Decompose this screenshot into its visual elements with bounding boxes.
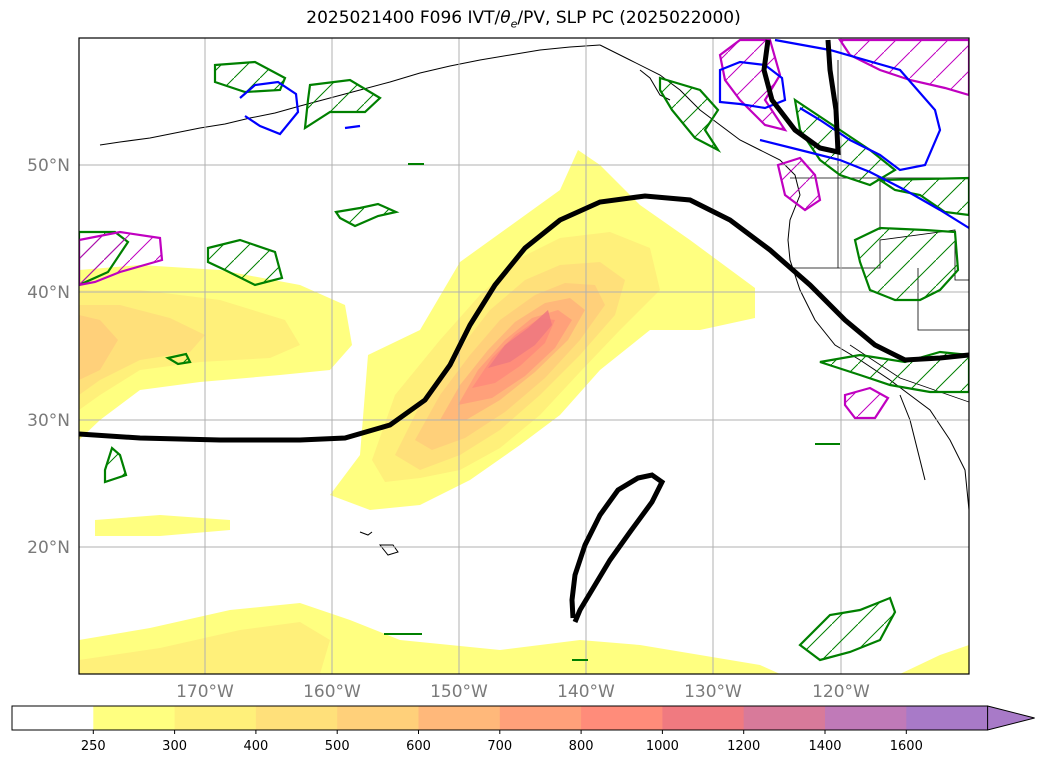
colorbar-segment (906, 706, 989, 730)
lat-labels: 50°N 40°N 30°N 20°N (27, 156, 70, 558)
lon-label-160: 160°W (303, 682, 361, 702)
colorbar-segment (255, 706, 338, 730)
colorbar-label: 1600 (890, 739, 923, 754)
map-border (78, 37, 970, 675)
lat-label-40: 40°N (27, 283, 70, 303)
colorbar-segment (12, 706, 94, 730)
colorbar-label: 600 (406, 739, 431, 754)
colorbar: 250 300 400 500 600 700 800 1000 1200 1400 1600 (11, 705, 1035, 754)
colorbar-label: 250 (81, 739, 106, 754)
colorbar-label: 1400 (808, 739, 841, 754)
colorbar-segment (499, 706, 582, 730)
map-title: 2025021400 F096 IVT/θe/PV, SLP PC (20250… (306, 8, 741, 31)
colorbar-segment (93, 706, 176, 730)
colorbar-extend-arrow (987, 705, 1035, 731)
colorbar-label: 700 (487, 739, 512, 754)
colorbar-segment (174, 706, 257, 730)
pv-contours (79, 60, 969, 662)
colorbar-label: 300 (162, 739, 187, 754)
blue-contours (239, 38, 969, 229)
colorbar-segment (825, 706, 907, 730)
colorbar-label: 1200 (727, 739, 760, 754)
lat-label-20: 20°N (27, 538, 70, 558)
lat-label-50: 50°N (27, 156, 70, 176)
pv-small-contours (384, 163, 840, 661)
lon-label-130: 130°W (684, 682, 742, 702)
colorbar-segment (581, 706, 663, 730)
lon-labels: 170°W 160°W 150°W 140°W 130°W 120°W (176, 682, 870, 702)
ivt-shading (79, 150, 969, 674)
colorbar-segment (743, 706, 826, 730)
colorbar-segment (418, 706, 501, 730)
lon-label-150: 150°W (430, 682, 488, 702)
lon-label-170: 170°W (176, 682, 234, 702)
slp-contours (79, 39, 969, 623)
colorbar-label: 400 (243, 739, 268, 754)
colorbar-label: 800 (569, 739, 594, 754)
colorbar-label: 500 (325, 739, 350, 754)
lon-label-140: 140°W (557, 682, 615, 702)
lon-label-120: 120°W (812, 682, 870, 702)
colorbar-segment (337, 706, 419, 730)
colorbar-label: 1000 (646, 739, 679, 754)
lat-label-30: 30°N (27, 411, 70, 431)
colorbar-segment (662, 706, 745, 730)
